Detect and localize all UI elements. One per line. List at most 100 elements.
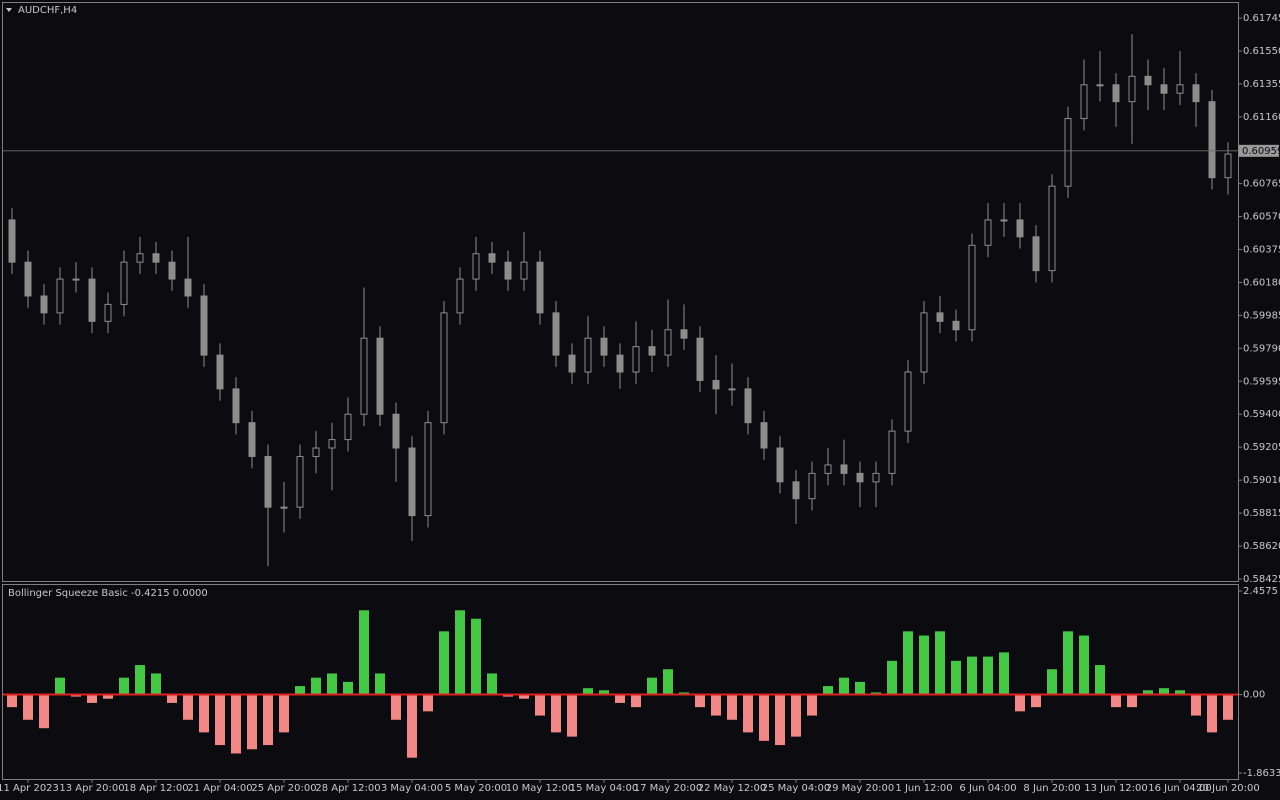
histogram-bar: [103, 694, 113, 699]
candle-body: [648, 346, 656, 356]
histogram-bar: [935, 631, 945, 695]
candle-body: [1128, 75, 1136, 103]
histogram-bar: [231, 694, 241, 754]
candle-body: [696, 337, 704, 381]
candle-body: [760, 422, 768, 449]
histogram-bar: [1191, 694, 1201, 716]
histogram-bar: [535, 694, 545, 716]
y-tick-label: 0.61355: [1243, 79, 1280, 90]
candle-body: [712, 379, 720, 390]
candle-body: [1032, 236, 1040, 272]
symbol-title: AUDCHF,H4: [18, 5, 77, 16]
histogram-bar: [695, 694, 705, 708]
candle-body: [1080, 84, 1088, 120]
candle-body: [776, 447, 784, 483]
x-tick-label: 20 Jun 20:00: [1196, 783, 1260, 794]
candle-body: [200, 295, 208, 356]
histogram-bar: [183, 694, 193, 720]
candle-body: [744, 388, 752, 424]
histogram-bar: [359, 610, 369, 695]
histogram-bar: [1223, 694, 1233, 720]
x-tick-label: 1 Jun 12:00: [895, 783, 952, 794]
histogram-bar: [1079, 635, 1089, 695]
x-tick-label: 25 Apr 20:00: [251, 783, 316, 794]
candle-body: [1064, 118, 1072, 187]
histogram-bar: [375, 673, 385, 695]
candle-body: [40, 295, 48, 314]
x-tick-label: 28 Apr 12:00: [315, 783, 380, 794]
histogram-bar: [199, 694, 209, 733]
histogram-bar: [151, 673, 161, 695]
candle-body: [824, 464, 832, 474]
histogram-bar: [295, 686, 305, 695]
candle-body: [152, 253, 160, 263]
candle-body: [328, 439, 336, 449]
candle-body: [88, 278, 96, 322]
x-tick-label: 22 May 12:00: [698, 783, 767, 794]
candle-body: [1192, 84, 1200, 103]
indicator-title: Bollinger Squeeze Basic -0.4215 0.0000: [8, 588, 208, 599]
histogram-bar: [23, 694, 33, 720]
histogram-bar: [311, 677, 321, 695]
candle-body: [1016, 219, 1024, 238]
histogram-bar: [135, 665, 145, 695]
y-tick-label: -1.8633: [1243, 768, 1280, 779]
histogram-bar: [455, 610, 465, 695]
histogram-bar: [1159, 688, 1169, 695]
x-tick-label: 6 Jun 04:00: [959, 783, 1016, 794]
x-tick-label: 29 May 20:00: [826, 783, 895, 794]
candle-body: [296, 455, 304, 508]
histogram-bar: [391, 694, 401, 720]
x-tick-label: 17 May 20:00: [634, 783, 703, 794]
histogram-bar: [1207, 694, 1217, 733]
y-tick-label: 0.58425: [1243, 574, 1280, 585]
candle-body: [344, 413, 352, 441]
histogram-bar: [471, 618, 481, 695]
histogram-bar: [263, 694, 273, 746]
histogram-bar: [119, 677, 129, 695]
candle-body: [792, 481, 800, 500]
candle-body: [888, 430, 896, 474]
histogram-bar: [7, 694, 17, 708]
candle-body: [456, 278, 464, 314]
histogram-bar: [999, 652, 1009, 695]
candle-body: [248, 422, 256, 457]
candle-body: [600, 337, 608, 356]
candle-body: [72, 278, 80, 281]
histogram-bar: [439, 631, 449, 695]
candle-body: [1176, 84, 1184, 94]
histogram-bar: [407, 694, 417, 758]
histogram-bar: [503, 694, 513, 697]
histogram-bar: [1031, 694, 1041, 708]
x-tick-label: 18 Apr 12:00: [123, 783, 188, 794]
histogram-bar: [903, 631, 913, 695]
histogram-bar: [807, 694, 817, 716]
candle-body: [408, 447, 416, 517]
y-tick-label: 0.60375: [1243, 245, 1280, 256]
x-tick-label: 21 Apr 04:00: [187, 783, 252, 794]
histogram-bar: [1063, 631, 1073, 695]
histogram-bar: [983, 656, 993, 695]
candle-body: [376, 337, 384, 415]
candle-body: [56, 278, 64, 314]
histogram-bar: [919, 635, 929, 695]
histogram-bar: [711, 694, 721, 716]
candle-body: [632, 346, 640, 373]
symbol-menu-icon[interactable]: [6, 8, 12, 12]
x-tick-label: 16 Jun 04:00: [1148, 783, 1212, 794]
histogram-bar: [967, 656, 977, 695]
x-tick-label: 15 May 04:00: [570, 783, 639, 794]
histogram-bar: [55, 677, 65, 695]
candle-body: [24, 261, 32, 297]
candle-body: [488, 253, 496, 263]
candle-body: [312, 447, 320, 457]
histogram-bar: [791, 694, 801, 737]
candle-body: [728, 388, 736, 391]
x-tick-label: 13 Apr 20:00: [59, 783, 124, 794]
candle-body: [872, 472, 880, 483]
